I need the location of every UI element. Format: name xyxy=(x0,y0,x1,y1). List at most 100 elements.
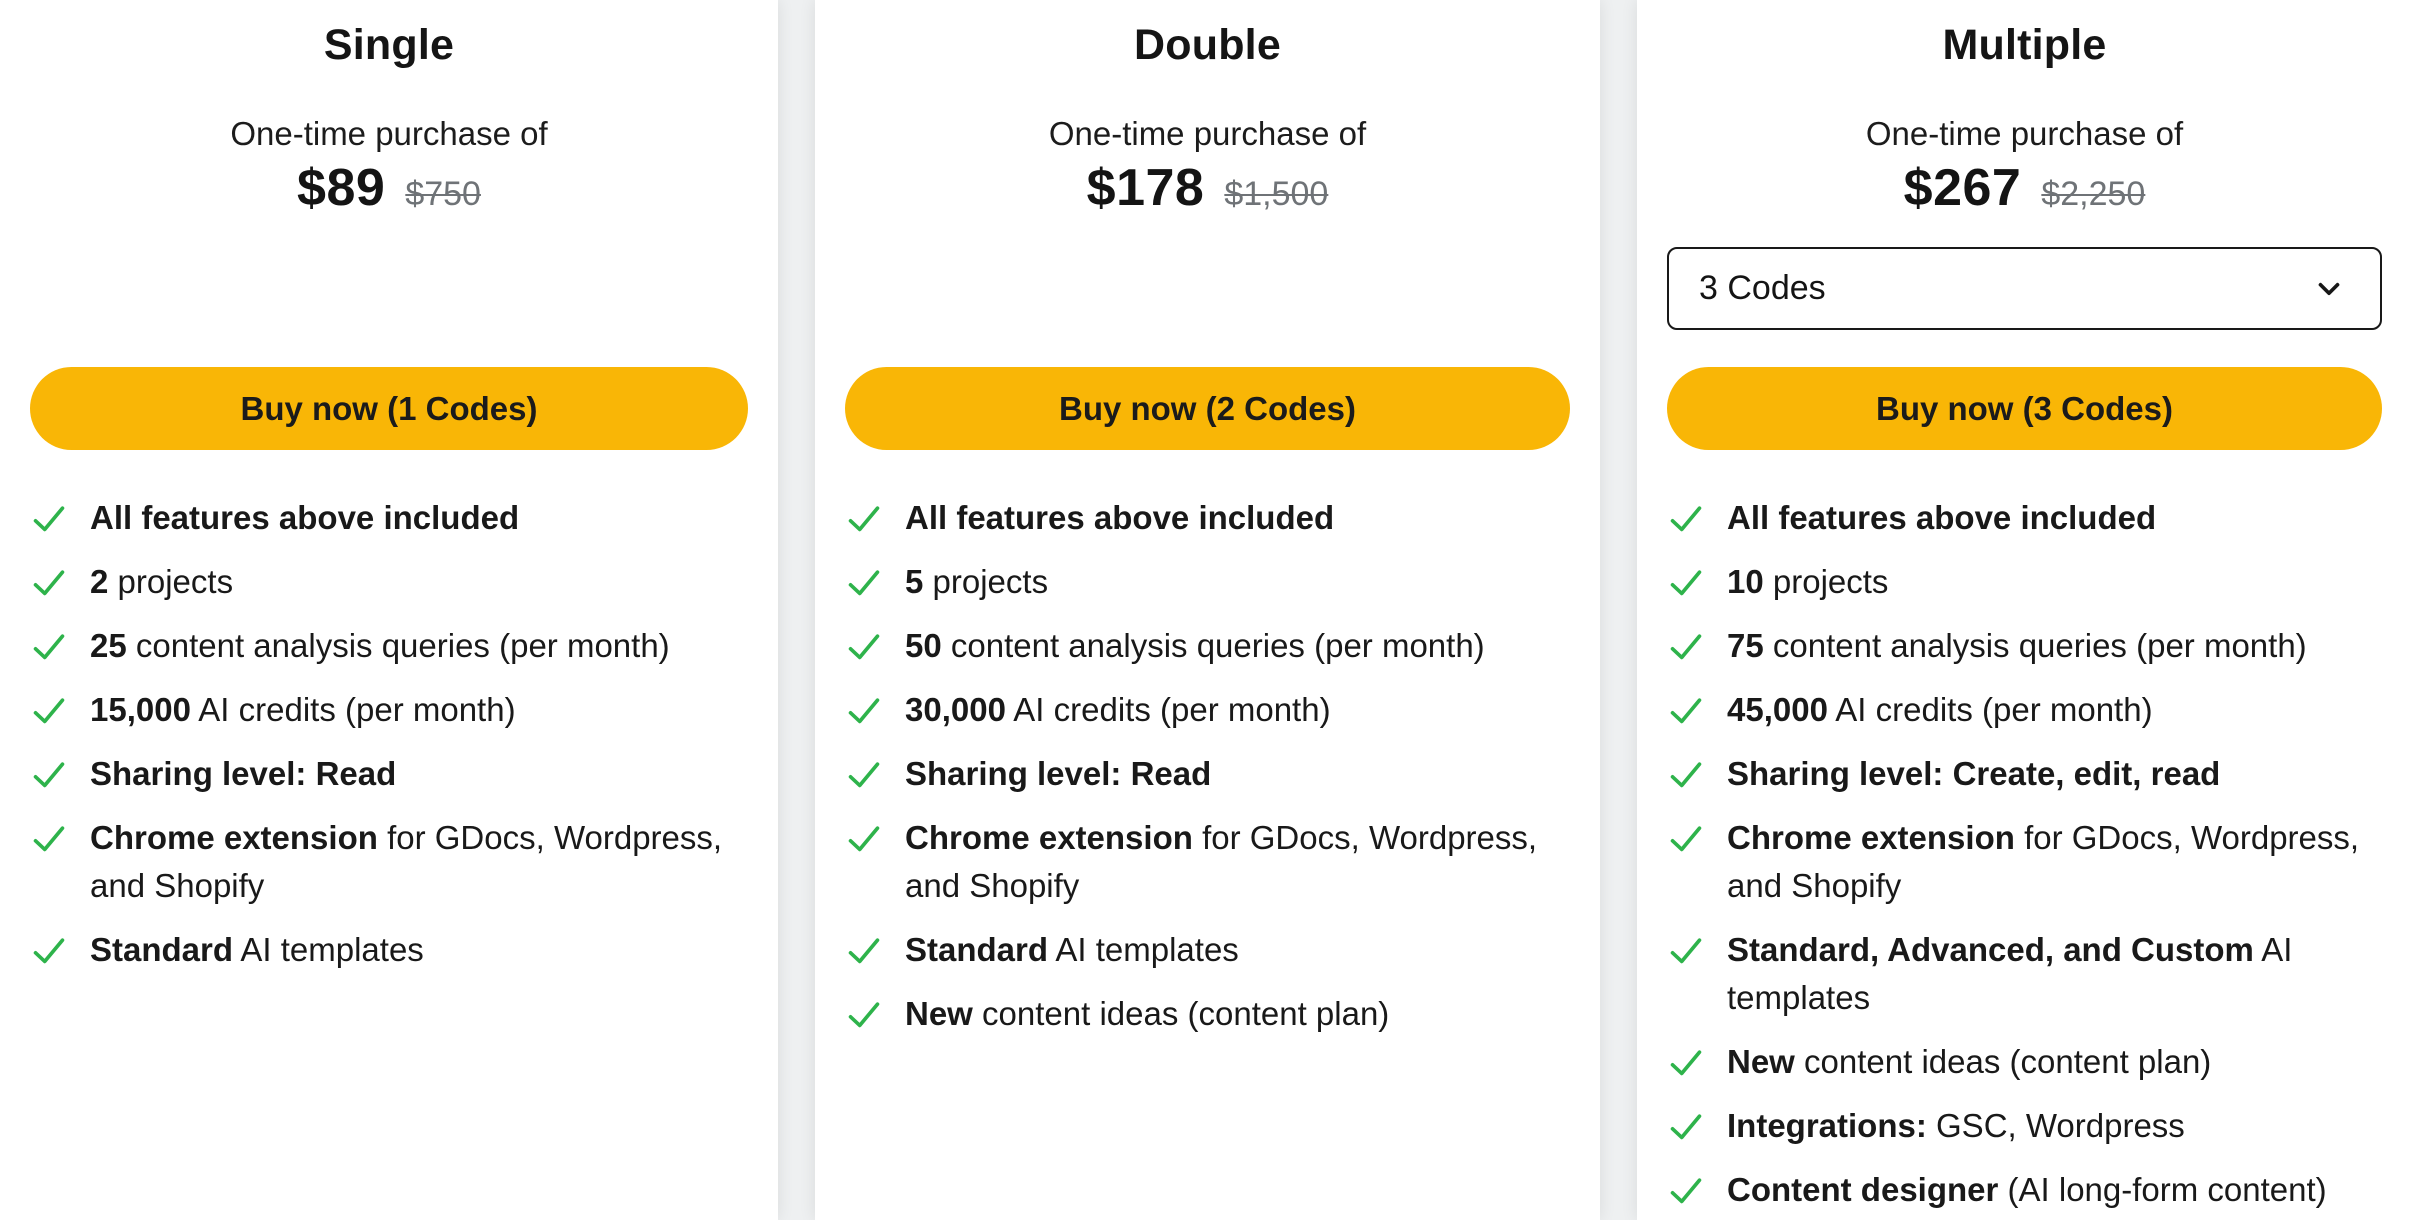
feature-item: Chrome extension for GDocs, Wordpress, a… xyxy=(1667,814,2382,910)
feature-text: Sharing level: Read xyxy=(905,755,1212,792)
feature-text: 75 content analysis queries (per month) xyxy=(1727,627,2307,664)
feature-text: Content designer (AI long-form content) xyxy=(1727,1171,2327,1208)
feature-item: 30,000 AI credits (per month) xyxy=(845,686,1570,734)
check-icon xyxy=(845,558,885,606)
plan-old-price: $2,250 xyxy=(2041,174,2146,213)
check-icon xyxy=(1667,926,1707,974)
codes-select[interactable]: 3 Codes xyxy=(1667,247,2382,330)
feature-text: Integrations: GSC, Wordpress xyxy=(1727,1107,2185,1144)
feature-item: 2 projects xyxy=(30,558,748,606)
price-row: $178 $1,500 xyxy=(1087,158,1329,218)
plan-old-price: $750 xyxy=(405,174,481,213)
check-icon xyxy=(845,622,885,670)
plan-subtitle: One-time purchase of xyxy=(1048,115,1367,153)
feature-text: Chrome extension for GDocs, Wordpress, a… xyxy=(90,819,723,904)
card-header: Double One-time purchase of $178 $1,500 xyxy=(845,18,1570,367)
feature-text: 25 content analysis queries (per month) xyxy=(90,627,670,664)
check-icon xyxy=(845,926,885,974)
check-icon xyxy=(845,750,885,798)
plan-title: Multiple xyxy=(1942,21,2107,69)
pricing-card-double: Double One-time purchase of $178 $1,500 … xyxy=(815,0,1600,1220)
chevron-down-icon xyxy=(2312,272,2346,306)
feature-item: 45,000 AI credits (per month) xyxy=(1667,686,2382,734)
check-icon xyxy=(30,558,70,606)
plan-title: Single xyxy=(323,21,455,69)
feature-text: Chrome extension for GDocs, Wordpress, a… xyxy=(1727,819,2360,904)
feature-text: 10 projects xyxy=(1727,563,1889,600)
buy-now-button[interactable]: Buy now (1 Codes) xyxy=(30,367,748,450)
feature-text: Sharing level: Create, edit, read xyxy=(1727,755,2221,792)
feature-item: Integrations: GSC, Wordpress xyxy=(1667,1102,2382,1150)
plan-title: Double xyxy=(1134,21,1281,69)
feature-item: Sharing level: Read xyxy=(845,750,1570,798)
features-list: All features above included 5 projects 50 … xyxy=(845,494,1570,1054)
check-icon xyxy=(1667,750,1707,798)
price-row: $89 $750 xyxy=(297,158,481,218)
card-header: Multiple One-time purchase of $267 $2,25… xyxy=(1667,18,2382,367)
feature-item: Sharing level: Create, edit, read xyxy=(1667,750,2382,798)
check-icon xyxy=(1667,814,1707,862)
check-icon xyxy=(845,494,885,542)
check-icon xyxy=(30,686,70,734)
check-icon xyxy=(1667,558,1707,606)
pricing-card-single: Single One-time purchase of $89 $750 Buy… xyxy=(0,0,778,1220)
feature-text: 30,000 AI credits (per month) xyxy=(905,691,1331,728)
plan-price: $178 xyxy=(1086,158,1205,217)
plan-subtitle: One-time purchase of xyxy=(1865,115,2184,153)
feature-text: 45,000 AI credits (per month) xyxy=(1727,691,2153,728)
feature-item: Standard AI templates xyxy=(30,926,748,974)
feature-text: Sharing level: Read xyxy=(90,755,397,792)
feature-text: All features above included xyxy=(905,499,1335,536)
feature-item: All features above included xyxy=(1667,494,2382,542)
check-icon xyxy=(30,750,70,798)
feature-item: Standard, Advanced, and Custom AI templa… xyxy=(1667,926,2382,1022)
plan-price: $267 xyxy=(1903,158,2022,217)
feature-item: New content ideas (content plan) xyxy=(1667,1038,2382,1086)
feature-text: Chrome extension for GDocs, Wordpress, a… xyxy=(905,819,1538,904)
price-row: $267 $2,250 xyxy=(1904,158,2146,218)
feature-item: 75 content analysis queries (per month) xyxy=(1667,622,2382,670)
check-icon xyxy=(845,990,885,1038)
card-header: Single One-time purchase of $89 $750 xyxy=(30,18,748,367)
feature-text: 50 content analysis queries (per month) xyxy=(905,627,1485,664)
plan-subtitle: One-time purchase of xyxy=(230,115,548,153)
codes-select-value: 3 Codes xyxy=(1699,269,1826,307)
check-icon xyxy=(30,494,70,542)
feature-item: New content ideas (content plan) xyxy=(845,990,1570,1038)
feature-item: 10 projects xyxy=(1667,558,2382,606)
feature-text: Standard, Advanced, and Custom AI templa… xyxy=(1727,931,2293,1016)
feature-text: New content ideas (content plan) xyxy=(905,995,1390,1032)
feature-text: All features above included xyxy=(90,499,520,536)
buy-now-button[interactable]: Buy now (3 Codes) xyxy=(1667,367,2382,450)
check-icon xyxy=(30,622,70,670)
buy-now-button[interactable]: Buy now (2 Codes) xyxy=(845,367,1570,450)
check-icon xyxy=(845,814,885,862)
check-icon xyxy=(30,926,70,974)
plan-old-price: $1,500 xyxy=(1224,174,1329,213)
feature-item: 15,000 AI credits (per month) xyxy=(30,686,748,734)
feature-text: 2 projects xyxy=(90,563,234,600)
feature-item: Sharing level: Read xyxy=(30,750,748,798)
features-list: All features above included 10 projects 75… xyxy=(1667,494,2382,1220)
feature-text: Standard AI templates xyxy=(90,931,424,968)
features-list: All features above included 2 projects 25 … xyxy=(30,494,748,990)
feature-text: 15,000 AI credits (per month) xyxy=(90,691,516,728)
feature-text: All features above included xyxy=(1727,499,2157,536)
pricing-card-multiple: Multiple One-time purchase of $267 $2,25… xyxy=(1637,0,2412,1220)
feature-item: 50 content analysis queries (per month) xyxy=(845,622,1570,670)
feature-text: 5 projects xyxy=(905,563,1049,600)
feature-text: New content ideas (content plan) xyxy=(1727,1043,2212,1080)
check-icon xyxy=(30,814,70,862)
check-icon xyxy=(1667,686,1707,734)
feature-item: 25 content analysis queries (per month) xyxy=(30,622,748,670)
feature-item: 5 projects xyxy=(845,558,1570,606)
feature-item: All features above included xyxy=(30,494,748,542)
check-icon xyxy=(1667,622,1707,670)
check-icon xyxy=(1667,1102,1707,1150)
feature-item: Content designer (AI long-form content) xyxy=(1667,1166,2382,1214)
feature-item: Chrome extension for GDocs, Wordpress, a… xyxy=(845,814,1570,910)
feature-item: All features above included xyxy=(845,494,1570,542)
feature-text: Standard AI templates xyxy=(905,931,1239,968)
check-icon xyxy=(1667,494,1707,542)
